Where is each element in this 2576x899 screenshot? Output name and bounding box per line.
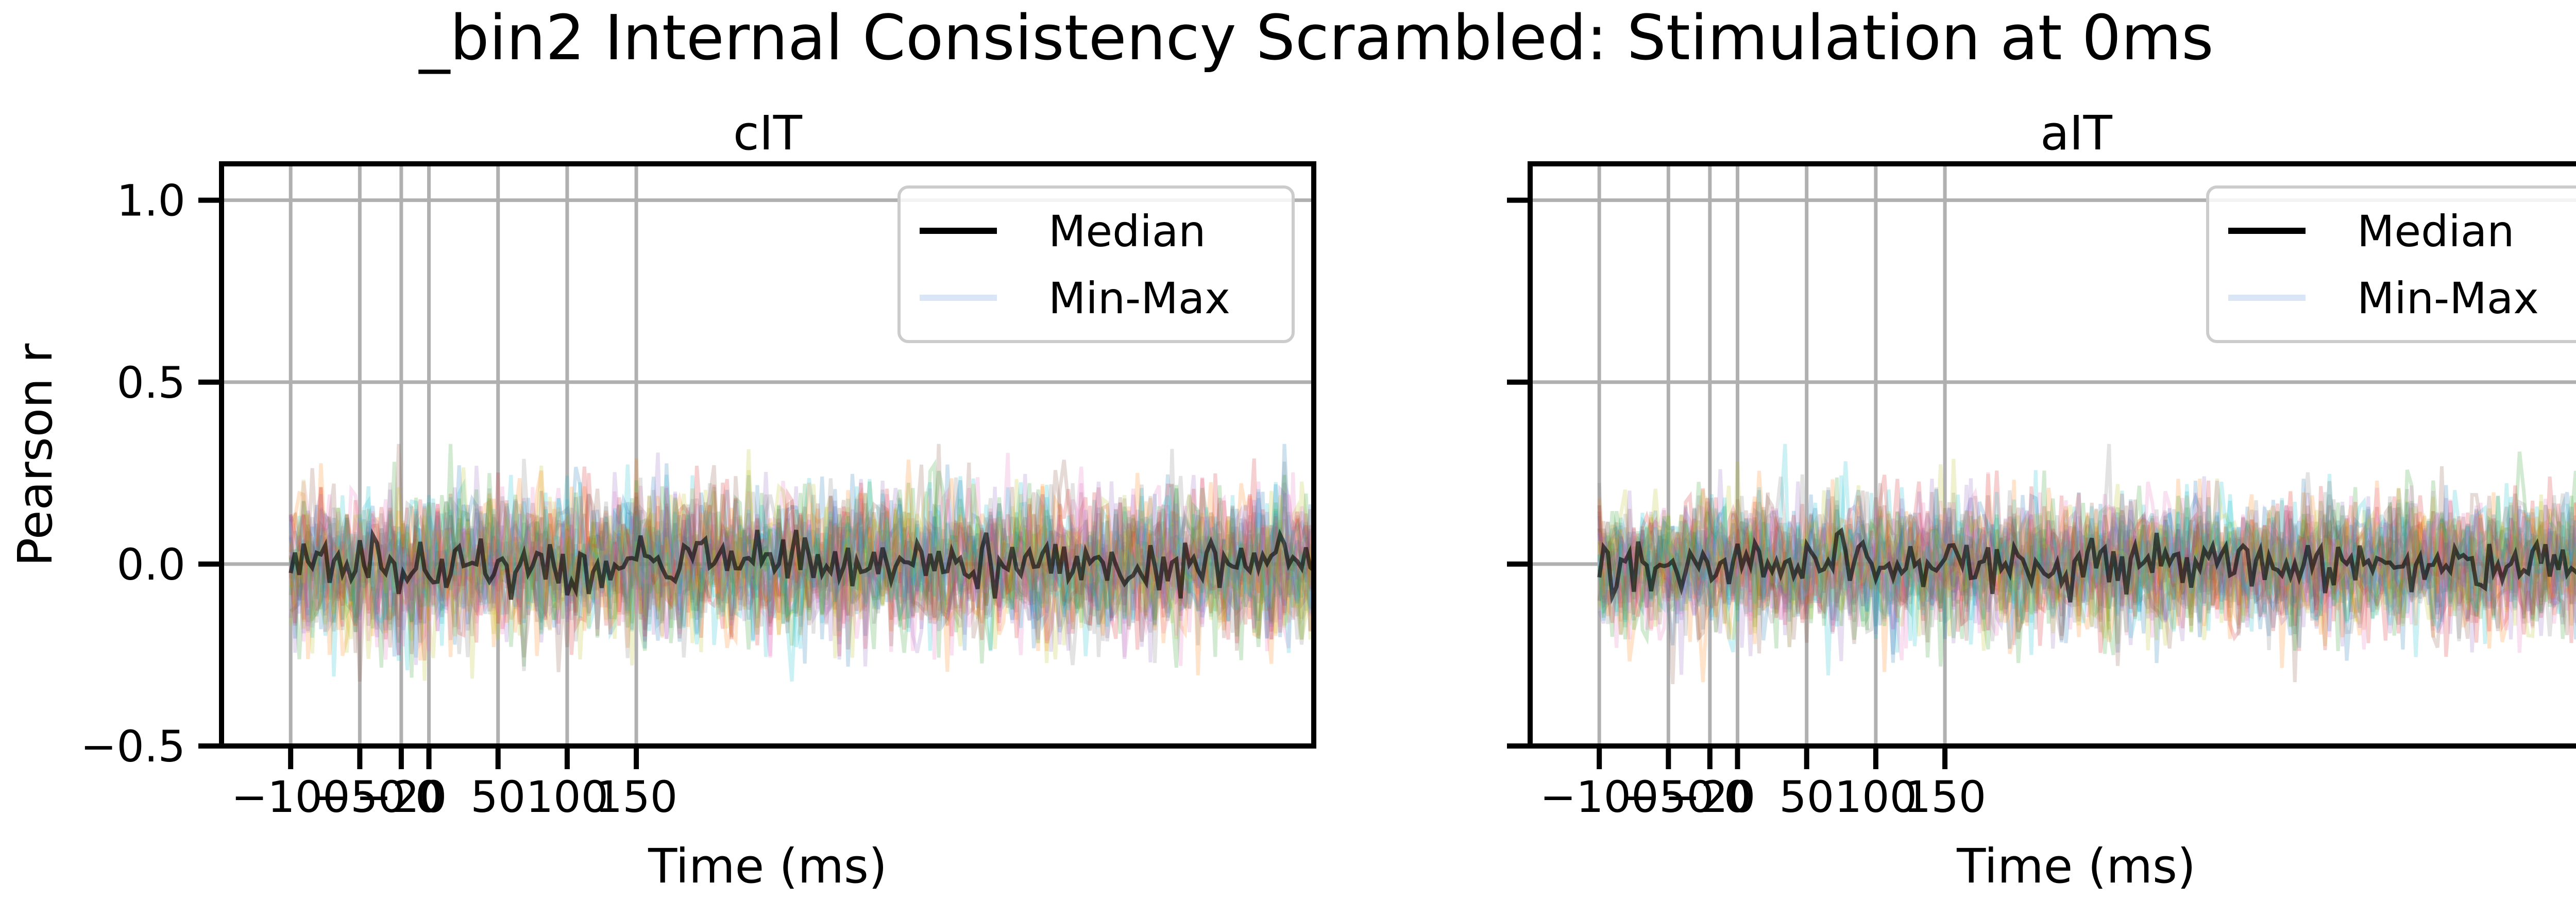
series-line [289,465,1314,665]
x-tick-label: −100 [231,772,350,822]
series-line [1597,476,2576,653]
x-tick-label: −50 [314,772,405,822]
series-line [291,475,1314,682]
x-tick-label: 50 [1779,772,1834,822]
x-tick-label: −100 [1540,772,1659,822]
series-line [1597,462,2576,648]
y-tick-label: 0.5 [116,358,185,408]
x-axis-label: Time (ms) [648,839,887,894]
x-tick-label: 0 [415,772,443,822]
series-line [289,452,1314,660]
x-tick-label: 150 [595,772,677,822]
series-line [289,466,1314,655]
legend-minmax-label: Min-Max [1048,273,1230,324]
y-tick-label: −0.5 [80,721,185,772]
x-tick-label: 100 [526,772,608,822]
median-line [289,528,1314,600]
y-tick-label: 0.0 [116,539,185,590]
series-line [1597,472,2576,650]
series-line [1597,481,2576,664]
x-tick-label: −50 [1623,772,1714,822]
series-group [289,444,1314,682]
x-axis-label: Time (ms) [1956,839,2196,894]
series-line [1597,469,2576,661]
panel-title: aIT [2040,106,2113,161]
x-tick-label: 0 [1724,772,1751,822]
series-line [1597,469,2576,655]
series-line [1597,489,2576,651]
x-tick-label: 150 [1904,772,1986,822]
series-line [1597,483,2576,666]
axes-frame [1528,161,2576,749]
legend: Median Min-Max [897,185,1295,343]
series-line [1597,444,2576,657]
figure-title: _bin2 Internal Consistency Scrambled: St… [418,3,2213,74]
series-line [289,460,1314,655]
legend: Median Min-Max [2206,185,2576,343]
legend-median-label: Median [2357,206,2515,257]
legend-box [897,185,1295,343]
y-tick-label: 1.0 [116,176,185,226]
series-line [1597,481,2576,685]
series-line [289,473,1314,667]
series-line [289,452,1314,660]
axes-frame [219,161,1316,749]
panel-title: cIT [733,106,803,161]
legend-median-label: Median [1048,206,1206,257]
legend-box [2206,185,2576,343]
series-line [289,444,1314,664]
series-line [289,478,1314,657]
series-line [1597,476,2576,643]
x-tick-label: 50 [470,772,526,822]
series-line [289,464,1314,667]
series-line [1597,466,2576,683]
series-line [289,460,1314,653]
x-tick-label: 100 [1835,772,1917,822]
legend-minmax-label: Min-Max [2357,273,2539,324]
series-line [289,449,1314,658]
series-line [1597,483,2576,637]
series-line [289,449,1314,681]
series-group [1597,444,2576,685]
series-line [1597,487,2576,649]
y-axis-label: Pearson r [8,344,63,567]
median-line [1597,527,2576,605]
x-tick-label: −20 [355,772,447,822]
series-line [289,462,1314,678]
series-line [1597,444,2576,639]
x-tick-label: −20 [1664,772,1755,822]
series-line [1599,473,2576,683]
series-line [1597,479,2576,661]
